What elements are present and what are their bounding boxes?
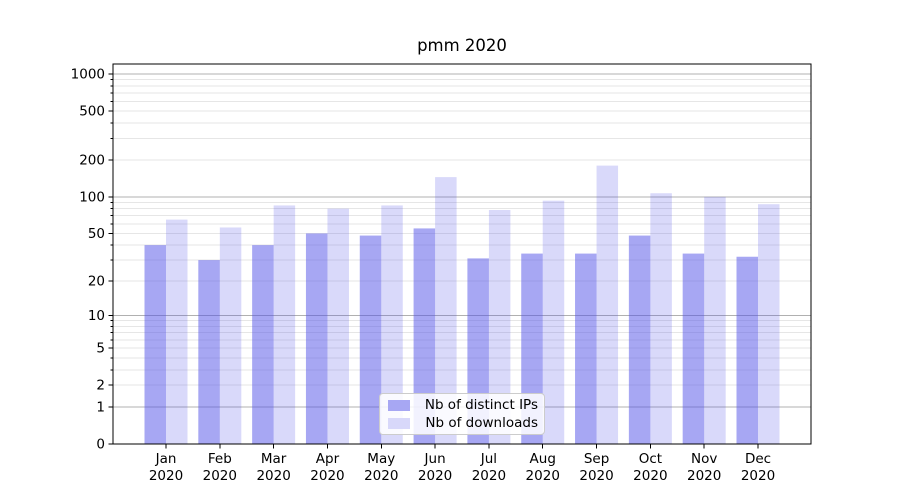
bar-downloads-dec bbox=[758, 204, 780, 444]
bar-distinct-ips-jan bbox=[144, 245, 166, 444]
bar-downloads-feb bbox=[219, 227, 242, 444]
x-tick-label-year: 2020 bbox=[741, 468, 775, 484]
x-tick-label-month: Jul bbox=[480, 451, 497, 467]
y-tick-label: 0 bbox=[96, 437, 105, 453]
axis-frame bbox=[112, 63, 812, 445]
bar-downloads-may bbox=[381, 205, 403, 444]
y-tick-label: 2 bbox=[96, 378, 105, 394]
x-tick-label-month: Nov bbox=[691, 451, 717, 467]
x-tick-label-month: May bbox=[367, 451, 395, 467]
x-tick-label-year: 2020 bbox=[364, 468, 398, 484]
x-tick-label-year: 2020 bbox=[526, 468, 560, 484]
bar-distinct-ips-mar bbox=[252, 245, 274, 444]
legend-swatch-downloads bbox=[388, 417, 411, 429]
x-tick-label-year: 2020 bbox=[149, 468, 183, 484]
x-tick-label-month: Dec bbox=[745, 451, 771, 467]
x-tick-label-month: Jun bbox=[424, 451, 446, 467]
bar-distinct-ips-nov bbox=[682, 253, 705, 444]
x-tick-label-year: 2020 bbox=[203, 468, 237, 484]
bar-distinct-ips-apr bbox=[305, 233, 328, 444]
bar-distinct-ips-oct bbox=[628, 235, 651, 444]
bar-distinct-ips-feb bbox=[198, 260, 220, 444]
y-tick-label: 50 bbox=[88, 226, 105, 242]
bar-downloads-oct bbox=[650, 193, 672, 444]
bar-distinct-ips-may bbox=[359, 235, 382, 444]
legend-swatch-distinct-ips bbox=[388, 399, 410, 411]
y-tick-label: 1000 bbox=[71, 67, 105, 83]
legend: Nb of distinct IPs Nb of downloads bbox=[379, 393, 545, 435]
x-tick-label-month: Feb bbox=[208, 451, 232, 467]
x-tick-label-month: Aug bbox=[530, 451, 556, 467]
y-tick-label: 10 bbox=[88, 308, 105, 324]
x-tick-label-year: 2020 bbox=[472, 468, 506, 484]
x-tick-label-month: Apr bbox=[316, 451, 340, 467]
bar-distinct-ips-dec bbox=[736, 256, 758, 444]
y-tick-label: 20 bbox=[88, 273, 105, 289]
x-tick-label-year: 2020 bbox=[633, 468, 667, 484]
legend-label-distinct-ips: Nb of distinct IPs bbox=[424, 397, 538, 413]
legend-item-distinct-ips: Nb of distinct IPs bbox=[386, 397, 538, 413]
y-tick-label: 100 bbox=[79, 189, 105, 205]
x-tick-label-month: Mar bbox=[261, 451, 287, 467]
bar-downloads-nov bbox=[704, 196, 726, 444]
x-tick-label-year: 2020 bbox=[579, 468, 613, 484]
x-tick-label-month: Jan bbox=[155, 451, 177, 467]
x-tick-label-year: 2020 bbox=[418, 468, 452, 484]
bar-distinct-ips-sep bbox=[575, 253, 597, 444]
x-tick-label-year: 2020 bbox=[687, 468, 721, 484]
bar-downloads-apr bbox=[327, 208, 349, 444]
y-tick-label: 5 bbox=[96, 341, 105, 357]
x-tick-label-month: Oct bbox=[639, 451, 662, 467]
y-tick-label: 200 bbox=[79, 152, 105, 168]
y-tick-label: 1 bbox=[96, 399, 105, 415]
bar-distinct-ips-jun bbox=[413, 228, 436, 444]
x-tick-label-year: 2020 bbox=[256, 468, 290, 484]
bar-downloads-sep bbox=[596, 165, 619, 444]
legend-label-downloads: Nb of downloads bbox=[425, 415, 538, 431]
y-tick-label: 500 bbox=[79, 104, 105, 120]
chart-title: pmm 2020 bbox=[417, 36, 507, 55]
x-tick-label-month: Sep bbox=[584, 451, 609, 467]
bar-downloads-aug bbox=[542, 200, 565, 444]
legend-item-downloads: Nb of downloads bbox=[386, 415, 538, 431]
bar-downloads-jun bbox=[435, 177, 457, 445]
x-tick-label-year: 2020 bbox=[310, 468, 344, 484]
bar-downloads-jan bbox=[166, 219, 188, 444]
bar-downloads-mar bbox=[273, 205, 296, 444]
bar-downloads-jul bbox=[488, 209, 511, 444]
